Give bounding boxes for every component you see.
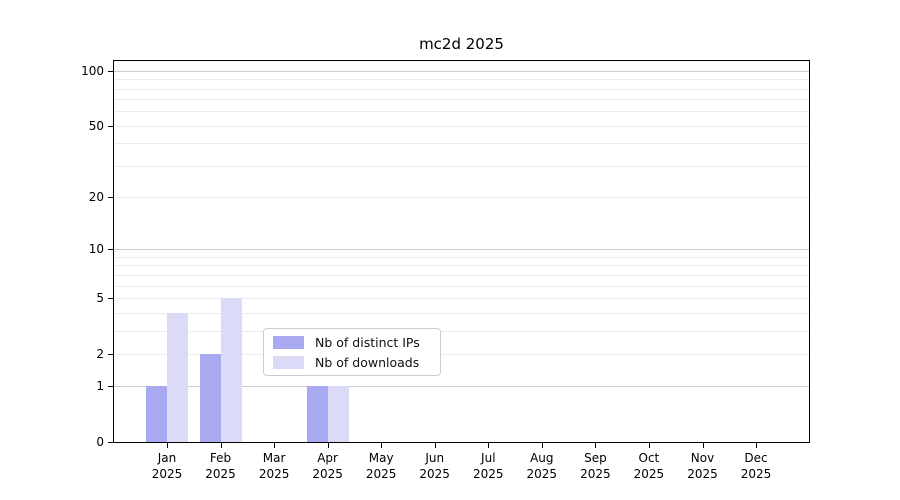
gridline-y-5 (114, 297, 809, 299)
legend-swatch-downloads (273, 355, 304, 369)
x-tick-label-apr-2025: Apr 2025 (312, 451, 343, 481)
chart-title: mc2d 2025 (419, 35, 504, 53)
bar-nb-of-downloads-feb-2025 (220, 297, 242, 442)
plot-area (113, 60, 810, 443)
legend-entry-distinct-ips: Nb of distinct IPs (273, 334, 431, 351)
y-tick-2 (108, 353, 113, 355)
gridline-y-2 (114, 353, 809, 355)
y-tick-label-2: 2 (96, 346, 104, 361)
y-tick-label-50: 50 (88, 118, 104, 133)
x-tick-label-jan-2025: Jan 2025 (151, 451, 183, 481)
gridline-y-1 (114, 386, 809, 388)
bar-nb-of-distinct-ips-jan-2025 (146, 386, 167, 442)
x-tick-sep-2025 (595, 443, 597, 448)
gridline-y-6 (114, 285, 809, 287)
gridline-y-60 (114, 111, 809, 113)
gridline-y-8 (114, 265, 809, 267)
gridline-y-50 (114, 125, 809, 127)
x-tick-feb-2025 (220, 443, 222, 448)
x-tick-label-dec-2025: Dec 2025 (740, 451, 772, 481)
gridline-y-40 (114, 143, 809, 145)
bar-nb-of-distinct-ips-feb-2025 (199, 353, 221, 442)
legend-entry-downloads: Nb of downloads (273, 354, 431, 371)
y-tick-label-0: 0 (96, 435, 104, 449)
x-tick-mar-2025 (274, 443, 276, 448)
legend-label-distinct-ips: Nb of distinct IPs (315, 334, 420, 350)
bar-nb-of-distinct-ips-apr-2025 (306, 386, 328, 442)
gridline-y-90 (114, 79, 809, 81)
x-tick-label-mar-2025: Mar 2025 (258, 451, 290, 481)
x-tick-label-jun-2025: Jun 2025 (419, 451, 450, 481)
y-tick-label-20: 20 (88, 190, 104, 205)
gridline-y-4 (114, 312, 809, 314)
x-tick-apr-2025 (327, 443, 329, 448)
gridline-y-80 (114, 88, 809, 90)
x-tick-dec-2025 (756, 443, 757, 448)
gridline-y-30 (114, 165, 809, 167)
y-tick-label-100: 100 (81, 63, 104, 78)
x-tick-label-oct-2025: Oct 2025 (633, 451, 665, 481)
legend-label-downloads: Nb of downloads (315, 354, 420, 370)
x-tick-aug-2025 (541, 443, 543, 448)
gridline-y-9 (114, 256, 809, 258)
y-tick-20 (108, 197, 113, 199)
x-tick-jun-2025 (434, 443, 436, 448)
legend-swatch-distinct-ips (273, 335, 304, 349)
gridline-y-7 (114, 274, 809, 276)
x-tick-label-aug-2025: Aug 2025 (526, 451, 558, 481)
x-tick-oct-2025 (648, 443, 650, 448)
y-tick-50 (108, 125, 113, 127)
y-tick-0 (108, 442, 113, 443)
y-tick-label-10: 10 (88, 242, 104, 257)
y-tick-label-5: 5 (96, 290, 104, 305)
y-tick-label-1: 1 (96, 379, 104, 394)
x-tick-label-jul-2025: Jul 2025 (473, 451, 504, 481)
gridline-y-3 (114, 330, 809, 332)
x-tick-label-sep-2025: Sep 2025 (580, 451, 611, 481)
bar-nb-of-downloads-jan-2025 (167, 312, 188, 442)
x-tick-nov-2025 (702, 443, 704, 448)
chart-legend: Nb of distinct IPs Nb of downloads (263, 328, 441, 376)
gridline-y-20 (114, 197, 809, 199)
x-tick-jul-2025 (488, 443, 490, 448)
x-tick-label-may-2025: May 2025 (365, 451, 397, 481)
y-tick-1 (108, 386, 113, 388)
gridline-y-100 (114, 70, 809, 72)
y-tick-5 (108, 297, 113, 299)
gridline-y-10 (114, 249, 809, 251)
x-tick-label-feb-2025: Feb 2025 (205, 451, 236, 481)
bar-nb-of-downloads-apr-2025 (327, 386, 349, 442)
y-tick-100 (108, 70, 113, 72)
x-tick-may-2025 (381, 443, 383, 448)
x-tick-label-nov-2025: Nov 2025 (687, 451, 718, 481)
gridline-y-70 (114, 99, 809, 101)
y-tick-10 (108, 249, 113, 251)
x-tick-jan-2025 (167, 443, 168, 448)
